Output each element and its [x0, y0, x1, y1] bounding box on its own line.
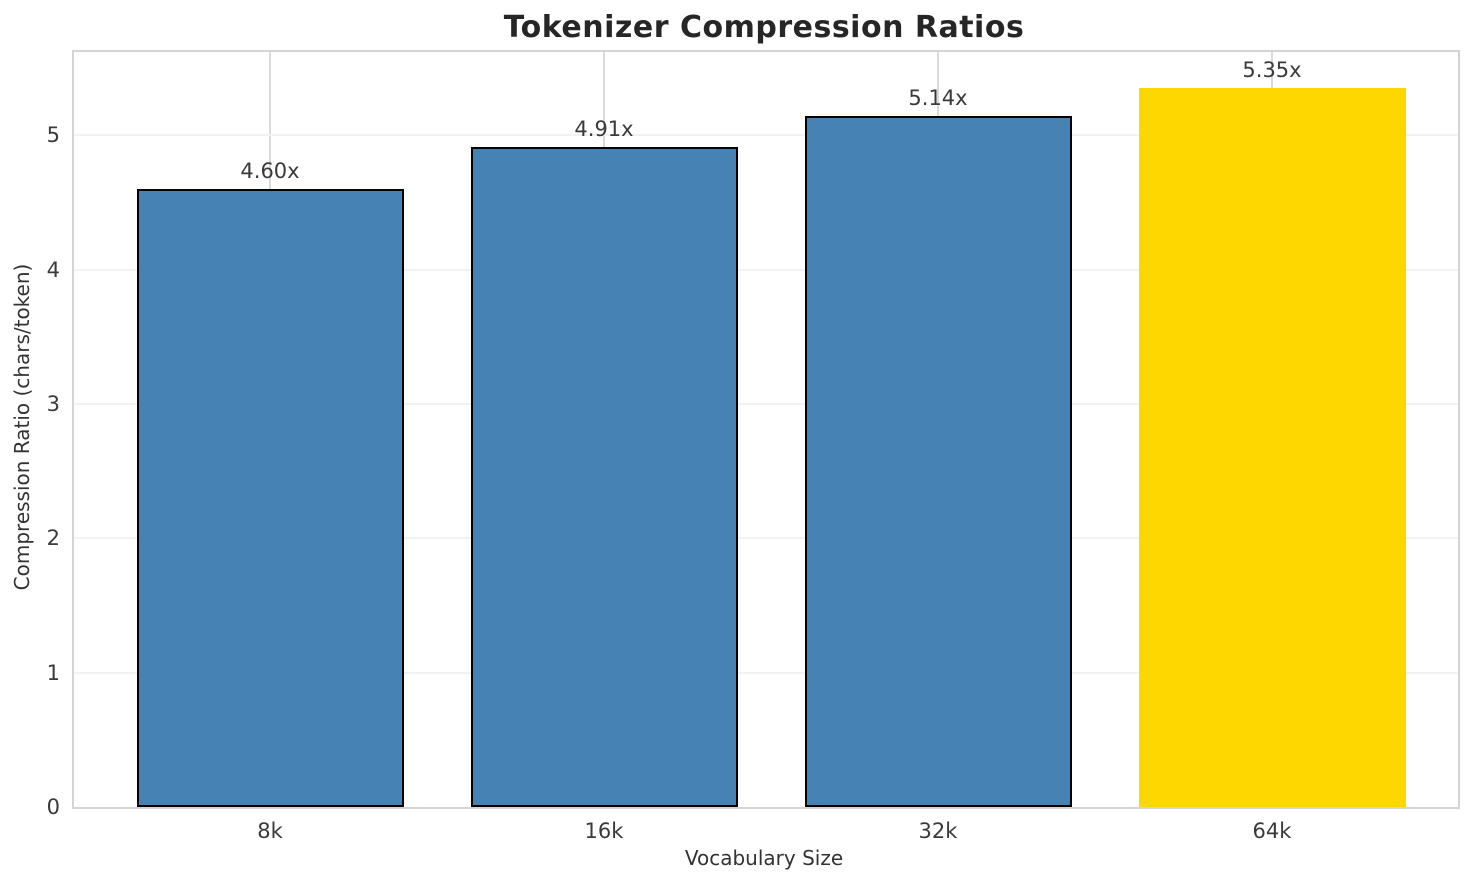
gridline-horizontal-3	[74, 402, 1458, 405]
gridline-horizontal-1	[74, 671, 1458, 674]
bar-value-label-64k: 5.35x	[1242, 58, 1302, 83]
x-tick-label-8k: 8k	[257, 819, 283, 843]
y-tick-label-3: 3	[46, 391, 60, 416]
bar-16k	[470, 147, 738, 807]
y-axis-label: Compression Ratio (chars/token)	[10, 263, 34, 591]
bar-8k	[136, 189, 404, 807]
y-tick-label-4: 4	[46, 257, 60, 282]
gridline-horizontal-4	[74, 268, 1458, 271]
bar-32k	[804, 116, 1072, 807]
x-tick-label-32k: 32k	[918, 819, 958, 843]
y-tick-label-2: 2	[46, 526, 60, 551]
plot-area: 0 1 2 3 4 5 4.60x 8k 4.91x 16k 5.14x 32k 5.35x 64k	[47, 50, 1460, 843]
x-tick-label-16k: 16k	[584, 819, 624, 843]
bar-value-label-16k: 4.91x	[574, 117, 634, 142]
y-tick-label-0: 0	[46, 795, 60, 819]
bar-value-label-8k: 4.60x	[240, 159, 300, 184]
y-tick-label-5: 5	[46, 123, 60, 148]
chart-title: Tokenizer Compression Ratios	[503, 10, 1025, 45]
gridline-horizontal-5	[74, 134, 1458, 137]
x-tick-label-64k: 64k	[1252, 819, 1292, 843]
bar-value-label-32k: 5.14x	[908, 86, 968, 111]
y-tick-label-1: 1	[46, 660, 60, 685]
bar-64k	[1138, 88, 1406, 807]
x-axis-label: Vocabulary Size	[684, 846, 844, 870]
gridline-horizontal-2	[74, 537, 1458, 540]
